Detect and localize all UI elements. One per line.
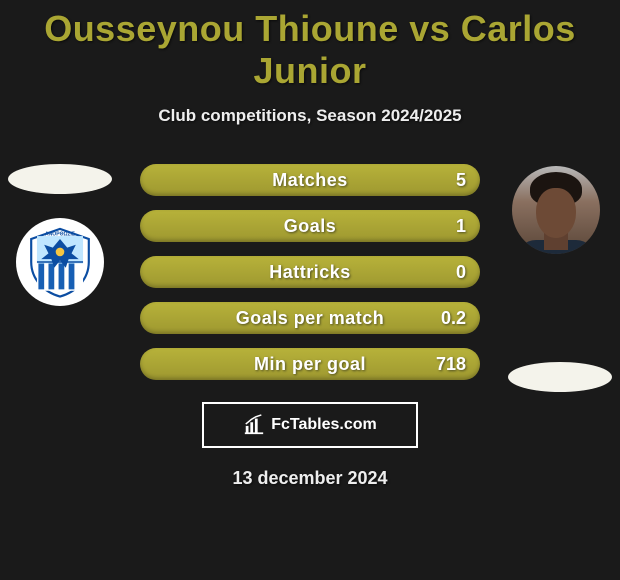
placeholder-ellipse xyxy=(508,362,612,392)
player-avatar-right xyxy=(512,166,600,254)
avatar-face-icon xyxy=(512,166,600,254)
stat-label: Hattricks xyxy=(140,262,480,283)
stat-value: 0.2 xyxy=(441,308,466,329)
subtitle: Club competitions, Season 2024/2025 xyxy=(0,106,620,126)
stat-value: 5 xyxy=(456,170,466,191)
club-badge-left: ΑΝΟΡΘΩΣΙΣ xyxy=(16,218,104,306)
svg-text:ΑΝΟΡΘΩΣΙΣ: ΑΝΟΡΘΩΣΙΣ xyxy=(45,231,75,237)
date-text: 13 december 2024 xyxy=(0,468,620,489)
stat-bar: Min per goal 718 xyxy=(140,348,480,380)
stat-bar: Goals per match 0.2 xyxy=(140,302,480,334)
stat-bar: Matches 5 xyxy=(140,164,480,196)
left-player-column: ΑΝΟΡΘΩΣΙΣ xyxy=(8,164,120,306)
stat-label: Goals xyxy=(140,216,480,237)
stats-area: ΑΝΟΡΘΩΣΙΣ Matches 5 Goals xyxy=(0,164,620,394)
brand-label: FcTables.com xyxy=(271,416,377,434)
page-title: Ousseynou Thioune vs Carlos Junior xyxy=(0,0,620,92)
stat-bars: Matches 5 Goals 1 Hattricks 0 Goals per … xyxy=(140,164,480,394)
placeholder-ellipse xyxy=(8,164,112,194)
stat-label: Goals per match xyxy=(140,308,480,329)
stat-bar: Goals 1 xyxy=(140,210,480,242)
stat-value: 718 xyxy=(436,354,466,375)
right-player-column xyxy=(500,164,612,392)
shield-icon: ΑΝΟΡΘΩΣΙΣ xyxy=(24,226,96,298)
stat-bar: Hattricks 0 xyxy=(140,256,480,288)
comparison-card: Ousseynou Thioune vs Carlos Junior Club … xyxy=(0,0,620,489)
bar-chart-icon xyxy=(243,414,265,436)
stat-value: 0 xyxy=(456,262,466,283)
stat-value: 1 xyxy=(456,216,466,237)
brand-box[interactable]: FcTables.com xyxy=(202,402,418,448)
stat-label: Min per goal xyxy=(140,354,480,375)
stat-label: Matches xyxy=(140,170,480,191)
